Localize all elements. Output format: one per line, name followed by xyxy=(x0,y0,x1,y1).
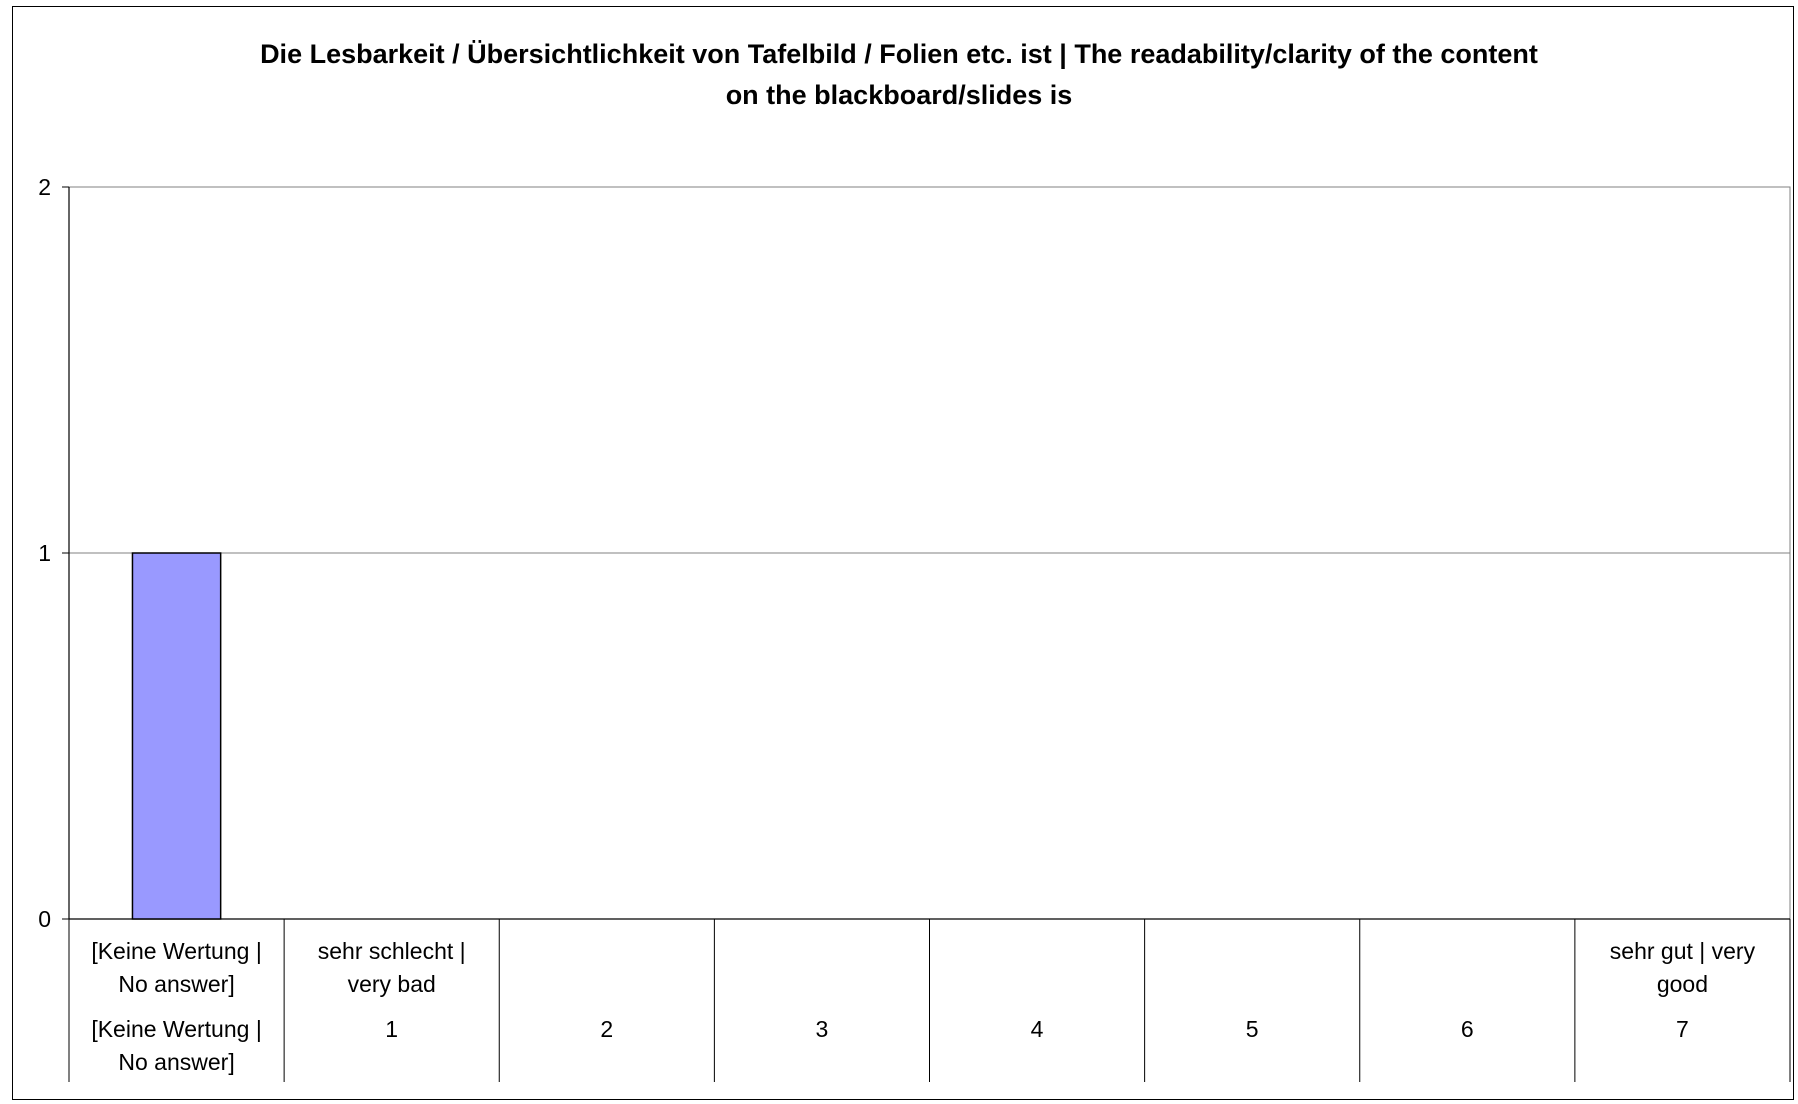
y-tick-label-2: 2 xyxy=(38,174,51,200)
chart-title-line-1: Die Lesbarkeit / Übersichtlichkeit von T… xyxy=(260,39,1538,69)
x-label-7-0: sehr gut | very xyxy=(1610,938,1756,964)
chart-title: Die Lesbarkeit / Übersichtlichkeit von T… xyxy=(0,34,1798,116)
x-code-2-0: 2 xyxy=(600,1016,613,1042)
y-tick-label-0: 0 xyxy=(38,906,51,932)
y-tick-label-1: 1 xyxy=(38,540,51,566)
x-label-0-1: No answer] xyxy=(118,971,234,997)
x-code-3-0: 3 xyxy=(816,1016,829,1042)
x-label-1-0: sehr schlecht | xyxy=(318,938,466,964)
x-code-0-1: No answer] xyxy=(118,1049,234,1075)
x-code-0-0: [Keine Wertung | xyxy=(91,1016,261,1042)
x-label-0-0: [Keine Wertung | xyxy=(91,938,261,964)
bar-0 xyxy=(131,552,222,920)
x-label-7-1: good xyxy=(1657,971,1708,997)
chart-title-line-2: on the blackboard/slides is xyxy=(725,80,1073,110)
x-code-1-0: 1 xyxy=(385,1016,398,1042)
x-code-4-0: 4 xyxy=(1031,1016,1044,1042)
x-label-1-1: very bad xyxy=(348,971,436,997)
x-code-6-0: 6 xyxy=(1461,1016,1474,1042)
x-code-5-0: 5 xyxy=(1246,1016,1259,1042)
x-code-7-0: 7 xyxy=(1676,1016,1689,1042)
